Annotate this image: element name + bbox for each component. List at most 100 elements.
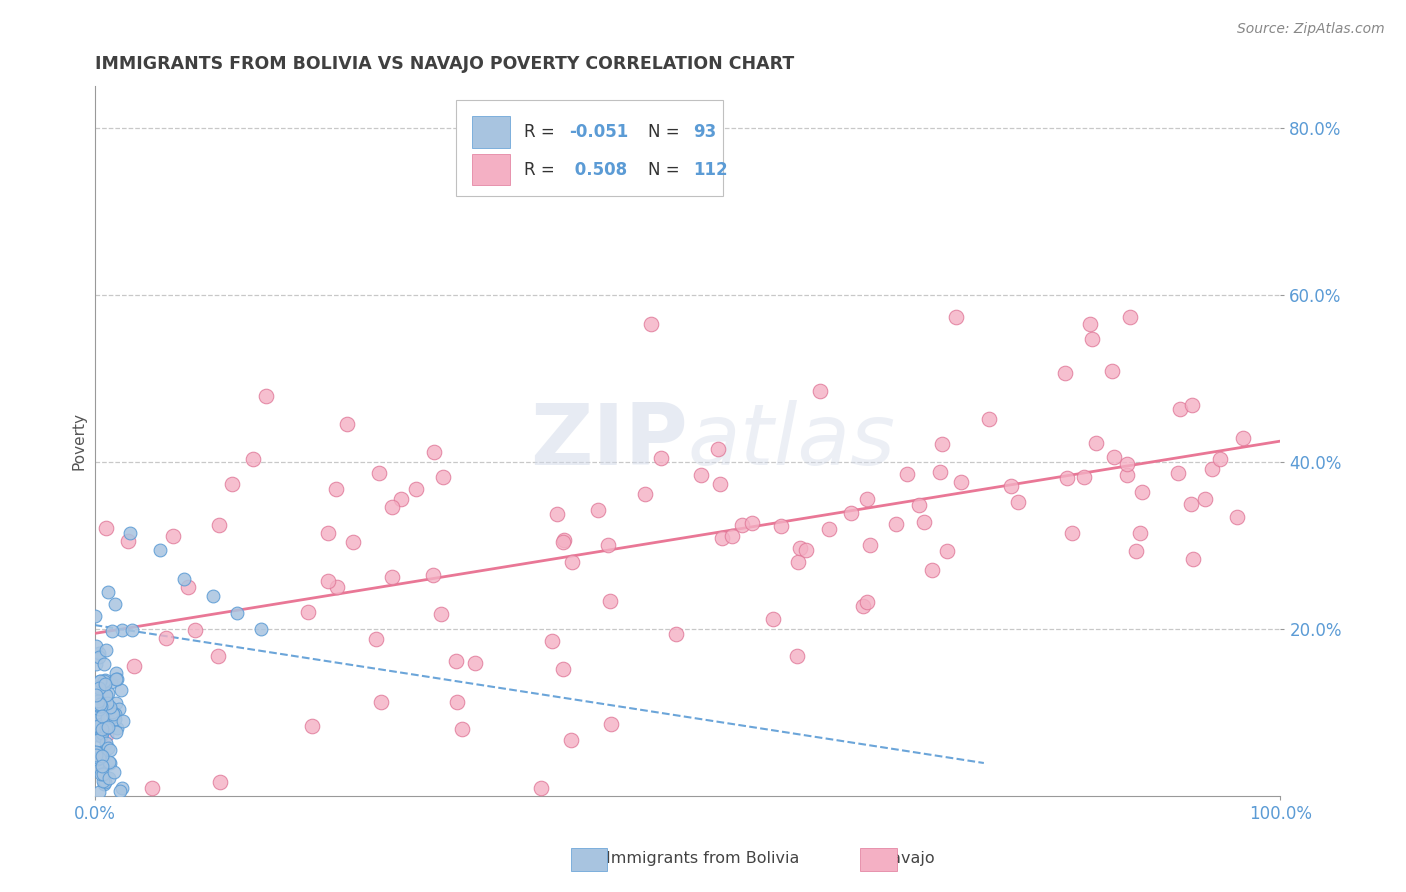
- Point: [110, 683, 132, 698]
- Text: Navajo: Navajo: [879, 851, 935, 865]
- Point: [364, 632, 387, 647]
- Point: [789, 541, 811, 555]
- Point: [87, 646, 110, 660]
- Point: [104, 724, 127, 739]
- Point: [208, 518, 231, 533]
- Text: atlas: atlas: [688, 400, 896, 483]
- Point: [541, 633, 564, 648]
- Point: [560, 732, 582, 747]
- Text: N =: N =: [648, 161, 685, 178]
- Point: [101, 706, 124, 720]
- Point: [120, 526, 142, 541]
- Point: [1181, 398, 1204, 412]
- Text: -0.051: -0.051: [569, 123, 628, 141]
- Point: [817, 522, 839, 536]
- Point: [97, 585, 120, 599]
- Point: [93, 674, 115, 689]
- Point: [249, 622, 271, 636]
- Point: [90, 722, 112, 736]
- Point: [301, 719, 323, 733]
- Point: [87, 710, 110, 724]
- Point: [446, 695, 468, 709]
- Point: [839, 506, 862, 520]
- Point: [111, 714, 134, 728]
- Point: [84, 696, 107, 710]
- Point: [530, 781, 553, 796]
- Point: [94, 673, 117, 687]
- Point: [208, 775, 231, 789]
- Text: Source: ZipAtlas.com: Source: ZipAtlas.com: [1237, 22, 1385, 37]
- Point: [84, 747, 107, 762]
- Point: [444, 654, 467, 668]
- Point: [89, 673, 111, 688]
- Point: [202, 589, 225, 603]
- Point: [87, 698, 110, 712]
- Point: [97, 686, 120, 700]
- Point: [254, 389, 277, 403]
- Point: [316, 525, 339, 540]
- Point: [97, 755, 120, 769]
- Point: [1168, 401, 1191, 416]
- Point: [225, 606, 247, 620]
- Point: [368, 467, 391, 481]
- Point: [1085, 436, 1108, 450]
- Point: [108, 784, 131, 798]
- Point: [464, 656, 486, 670]
- Point: [93, 657, 115, 671]
- Point: [1167, 467, 1189, 481]
- Text: R =: R =: [524, 123, 560, 141]
- Point: [1073, 470, 1095, 484]
- Point: [84, 688, 107, 702]
- Text: 0.508: 0.508: [569, 161, 627, 178]
- Point: [896, 467, 918, 481]
- Point: [96, 697, 118, 711]
- Point: [91, 698, 114, 713]
- Point: [93, 777, 115, 791]
- Point: [117, 533, 139, 548]
- Point: [173, 572, 195, 586]
- Text: ZIP: ZIP: [530, 400, 688, 483]
- Point: [741, 516, 763, 531]
- Point: [1180, 498, 1202, 512]
- Point: [111, 781, 134, 796]
- Point: [931, 436, 953, 450]
- Point: [86, 697, 108, 711]
- Point: [121, 623, 143, 637]
- Point: [83, 609, 105, 624]
- Point: [707, 442, 730, 457]
- Point: [91, 709, 114, 723]
- Point: [914, 515, 936, 529]
- Point: [1119, 310, 1142, 325]
- Point: [342, 535, 364, 549]
- Point: [432, 470, 454, 484]
- Point: [908, 498, 931, 512]
- Point: [90, 717, 112, 731]
- Point: [731, 518, 754, 533]
- Point: [1101, 363, 1123, 377]
- Point: [451, 722, 474, 736]
- Point: [634, 487, 657, 501]
- Point: [1102, 450, 1125, 464]
- Point: [945, 310, 967, 324]
- Point: [949, 475, 972, 489]
- Point: [149, 542, 172, 557]
- Point: [1125, 543, 1147, 558]
- Point: [105, 697, 128, 711]
- Point: [91, 752, 114, 766]
- Point: [370, 695, 392, 709]
- Text: N =: N =: [648, 123, 685, 141]
- Point: [1201, 462, 1223, 476]
- Point: [87, 691, 110, 706]
- Point: [1194, 492, 1216, 507]
- Point: [93, 677, 115, 691]
- FancyBboxPatch shape: [456, 100, 723, 196]
- Point: [94, 643, 117, 657]
- Point: [856, 595, 879, 609]
- Point: [389, 491, 412, 506]
- Point: [105, 665, 128, 680]
- Point: [104, 707, 127, 722]
- Point: [96, 728, 118, 742]
- Point: [162, 529, 184, 543]
- Point: [89, 698, 111, 712]
- Point: [90, 699, 112, 714]
